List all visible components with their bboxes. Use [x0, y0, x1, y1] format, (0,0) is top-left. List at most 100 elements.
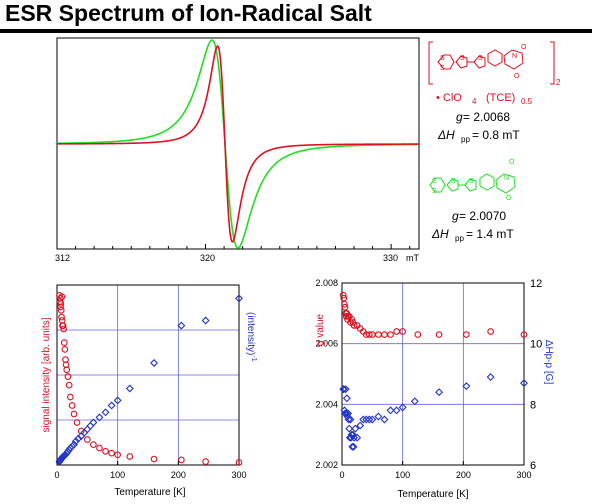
nitroxide-ring [503, 49, 524, 70]
data-point-diamond [346, 415, 355, 424]
salt-tce: (TCE) [486, 92, 515, 104]
data-point-diamond [380, 415, 389, 424]
inv-intensity-sup: -1 [250, 355, 257, 361]
data-point-diamond [101, 408, 110, 417]
y-tick-label-left: 2.004 [315, 399, 338, 409]
data-point-diamond [342, 394, 351, 403]
x-tick-label: 0 [339, 470, 344, 480]
intensity-marks [55, 291, 243, 466]
x-tick-label: 300 [516, 470, 531, 480]
salt-dh-sub: pp [461, 135, 470, 144]
intensity-grid [57, 285, 239, 465]
data-point-diamond [359, 415, 368, 424]
ttf-ring-1 [437, 54, 455, 70]
intensity-x-label: Temperature [K] [114, 487, 185, 498]
data-point-circle [64, 373, 72, 380]
data-point-circle [83, 436, 91, 443]
data-point-circle [61, 346, 69, 353]
data-point-circle [114, 451, 122, 459]
salt-s-label: S [478, 55, 483, 62]
intensity-y-label: signal intensity [arb. units] [41, 317, 52, 432]
g-value-y-ticks: 2.002 2.004 2.006 2.008 6 8 10 12 [315, 278, 542, 472]
data-point-diamond [353, 433, 362, 442]
n-s-label: S [451, 178, 456, 185]
g-value-grid [342, 283, 524, 465]
g-value-marks [339, 291, 528, 451]
data-point-circle [435, 331, 443, 338]
n-o-label: O [509, 159, 515, 166]
data-point-circle [339, 291, 347, 299]
data-point-diamond [345, 424, 354, 433]
data-point-circle [68, 402, 76, 409]
data-point-circle [58, 293, 66, 301]
data-point-circle [65, 381, 73, 389]
ttf-ring-3 [473, 55, 486, 69]
data-point-circle [487, 328, 494, 335]
data-point-circle [381, 331, 388, 338]
salt-g-label: g [456, 110, 463, 124]
intensity-y-right-label: (intensity)-1 [245, 312, 257, 362]
data-point-diamond [71, 437, 80, 446]
salt-counterion: • ClO [436, 92, 462, 104]
x-tick-label: 200 [456, 470, 471, 480]
neutral-structure [429, 173, 516, 194]
y-tick-label-right: 10 [530, 339, 542, 351]
dh-y-label: ΔHp-p [G] [543, 340, 554, 385]
n-nitroxide-ring [495, 173, 516, 194]
g-value-x-label: Temperature [K] [397, 489, 468, 500]
salt-sub4: 4 [472, 97, 477, 106]
salt-dh-value: = 0.8 mT [472, 128, 520, 142]
data-point-diamond [374, 412, 383, 421]
data-point-circle [348, 316, 356, 323]
n-s-label: S [432, 188, 437, 195]
data-point-circle [57, 300, 65, 307]
g-value-panel: 0 100 200 300 2.002 2.004 2.006 2.008 6 8 10 12 Te… [315, 278, 554, 500]
data-point-diamond [410, 397, 419, 406]
data-point-circle [66, 393, 74, 401]
data-point-diamond [89, 418, 98, 427]
y-tick-label-right: 12 [530, 278, 542, 290]
data-point-circle [73, 419, 81, 426]
bracket-left [428, 41, 433, 85]
salt-formula: 2 • ClO 4 (TCE) 0.5 [436, 78, 561, 106]
neutral-labels: S S S S O N O [432, 159, 515, 202]
data-point-diamond [368, 415, 377, 424]
g-value-x-ticks: 0 100 200 300 [339, 461, 532, 480]
salt-s-label: S [440, 55, 445, 62]
n-n-label: N [504, 175, 509, 182]
data-point-circle [57, 306, 65, 314]
x-tick-label: 100 [110, 470, 125, 480]
data-point-diamond [68, 442, 77, 451]
neutral-dh-sub: pp [455, 234, 464, 243]
data-point-circle [463, 331, 470, 338]
data-point-circle [77, 427, 85, 435]
intensity-frame [56, 284, 240, 466]
spectrum-x-tick-312: 312 [55, 253, 70, 263]
g-value-y-label: g value [315, 313, 326, 346]
data-point-diamond [113, 396, 122, 405]
data-point-diamond [356, 421, 365, 430]
data-point-diamond [125, 384, 134, 393]
data-point-circle [387, 331, 394, 338]
data-point-circle [341, 300, 348, 308]
n-o-label: O [506, 195, 512, 202]
benzo-ring [487, 49, 503, 67]
data-point-circle [350, 322, 358, 329]
data-point-diamond [342, 409, 351, 418]
y-tick-label-left: 2.008 [315, 278, 338, 288]
inv-intensity-text: (intensity) [245, 312, 256, 355]
n-s-label: S [432, 178, 437, 185]
data-point-diamond [351, 424, 360, 433]
data-point-circle [178, 456, 185, 464]
neutral-dh-value: = 1.4 mT [466, 227, 514, 241]
data-point-diamond [177, 321, 186, 330]
x-tick-label: 100 [395, 470, 410, 480]
y-tick-label-right: 6 [530, 460, 536, 472]
salt-sub2: 2 [556, 78, 561, 87]
data-point-circle [96, 444, 103, 452]
x-tick-label: 200 [171, 470, 186, 480]
neutral-dh-label: ΔH [431, 227, 449, 241]
data-point-circle [393, 328, 400, 335]
data-point-circle [414, 331, 422, 338]
